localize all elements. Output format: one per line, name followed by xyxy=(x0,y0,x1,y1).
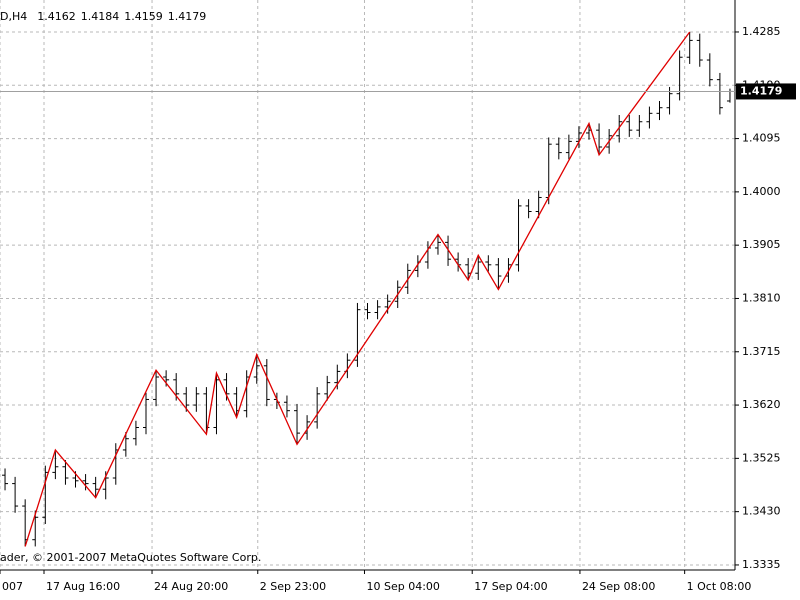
y-tick-label: 1.3620 xyxy=(742,398,781,411)
y-tick-label: 1.3525 xyxy=(742,451,781,464)
x-tick-label: 007 xyxy=(2,580,23,593)
header-price: 1.4159 xyxy=(124,10,163,23)
x-tick-label: 17 Aug 16:00 xyxy=(46,580,120,593)
y-tick-label: 1.3335 xyxy=(742,558,781,571)
header-price: 1.4184 xyxy=(81,10,120,23)
y-tick-label: 1.3430 xyxy=(742,505,781,518)
y-tick-label: 1.4285 xyxy=(742,25,781,38)
zigzag-line xyxy=(24,31,691,547)
y-tick-label: 1.3810 xyxy=(742,291,781,304)
y-tick-label: 1.4095 xyxy=(742,132,781,145)
x-tick-label: 2 Sep 23:00 xyxy=(260,580,326,593)
copyright: ader, © 2001-2007 MetaQuotes Software Co… xyxy=(0,551,261,564)
price-bars xyxy=(2,31,733,547)
y-tick-label: 1.3905 xyxy=(742,238,781,251)
symbol-title: D,H4 xyxy=(0,10,27,23)
current-price-box xyxy=(736,83,796,100)
x-tick-label: 24 Aug 20:00 xyxy=(154,580,228,593)
x-tick-label: 10 Sep 04:00 xyxy=(366,580,439,593)
x-tick-label: 24 Sep 08:00 xyxy=(582,580,655,593)
y-tick-label: 1.3715 xyxy=(742,345,781,358)
header-price: 1.4162 xyxy=(37,10,76,23)
current-price-label: 1.4179 xyxy=(740,84,782,97)
grid xyxy=(0,0,735,570)
x-tick-label: 17 Sep 04:00 xyxy=(474,580,547,593)
header-price: 1.4179 xyxy=(168,10,207,23)
y-tick-label: 1.4000 xyxy=(742,185,781,198)
x-tick-label: 1 Oct 08:00 xyxy=(687,580,752,593)
